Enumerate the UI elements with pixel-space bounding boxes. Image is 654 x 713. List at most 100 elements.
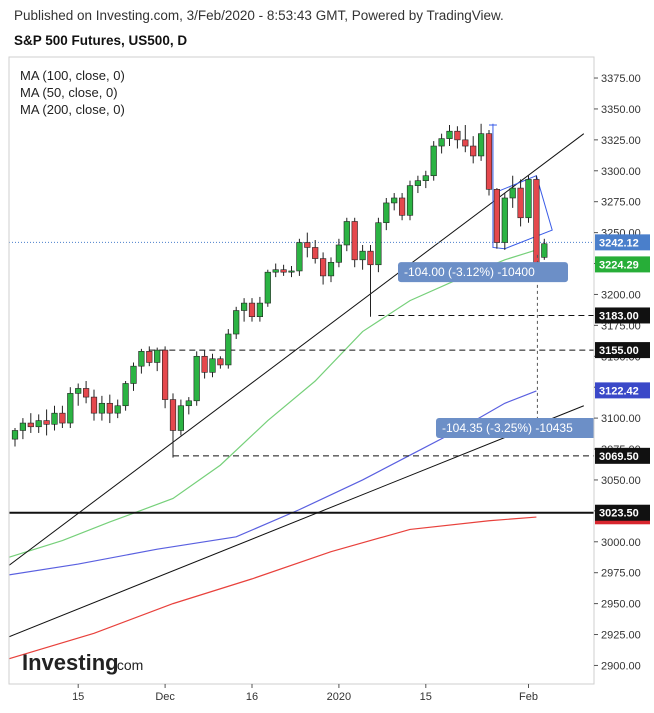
candle-up (288, 270, 295, 273)
price-badge (595, 256, 650, 273)
candle-down (470, 145, 477, 157)
logo-suffix: .com (113, 657, 143, 673)
candle-up (391, 197, 398, 204)
candle-up (122, 383, 129, 407)
y-tick-label: 3325.00 (601, 135, 641, 147)
ma100-line (9, 390, 537, 576)
candle-up (19, 422, 27, 431)
y-tick-label: 3375.00 (601, 73, 641, 85)
candle-up (501, 197, 508, 243)
x-tick-label: 16 (246, 691, 258, 703)
candle-up (177, 405, 185, 431)
candle-up (525, 179, 532, 219)
candle-down (169, 399, 177, 431)
price-badge-label: 3224.29 (599, 259, 639, 271)
x-tick-label: 15 (420, 691, 432, 703)
candle-down (304, 242, 311, 248)
candle-down (533, 179, 540, 268)
x-tick-label: 2020 (327, 691, 351, 703)
candle-down (201, 355, 208, 373)
y-tick-label: 3050.00 (601, 475, 641, 487)
candle-up (35, 420, 42, 428)
measure-annotation-box (436, 418, 594, 439)
trendline-2 (9, 405, 584, 638)
candle-up (241, 302, 248, 311)
trendline-1 (9, 133, 585, 566)
candle-up (138, 351, 145, 367)
x-tick-label: Dec (155, 691, 175, 703)
candle-down (83, 388, 90, 398)
candle-up (51, 412, 58, 425)
candle-up (272, 269, 279, 273)
candle-down (59, 412, 66, 424)
price-badge (595, 447, 650, 464)
candle-up (422, 175, 429, 181)
candle-up (438, 138, 445, 147)
chart-title: S&P 500 Futures, US500, D (14, 33, 188, 48)
candle-down (319, 258, 327, 277)
y-tick-label: 3275.00 (601, 197, 641, 209)
y-tick-label: 2975.00 (601, 568, 641, 580)
candle-down (248, 302, 256, 318)
price-badge (595, 234, 650, 251)
candle-up (98, 402, 105, 414)
candle-up (67, 393, 74, 424)
candle-up (130, 365, 137, 384)
y-tick-label: 3000.00 (601, 537, 641, 549)
candle-up (264, 271, 271, 304)
candle-up (375, 222, 382, 266)
candle-up (477, 133, 485, 157)
plot-frame (8, 56, 595, 685)
price-badge-label: 3242.12 (599, 237, 639, 249)
candle-up (335, 244, 343, 263)
candle-down (146, 351, 153, 363)
candle-up (185, 400, 192, 407)
y-tick-label: 2950.00 (601, 599, 641, 611)
candle-up (154, 349, 161, 363)
chart-legend: MA (100, close, 0) MA (50, close, 0) MA … (20, 68, 125, 117)
candle-down (217, 358, 224, 366)
candle-up (114, 405, 121, 414)
candle-down (90, 396, 98, 414)
logo-wordmark: Investing (22, 650, 119, 675)
price-badge-label: 3183.00 (599, 310, 639, 322)
candle-down (351, 221, 358, 261)
price-badge-label: 3069.50 (599, 451, 639, 463)
measure-annotation-text: -104.00 (-3.12%) -10400 (404, 265, 535, 279)
price-badge-label: 3122.42 (599, 385, 639, 397)
candle-down (27, 422, 34, 428)
y-tick-label: 3350.00 (601, 104, 641, 116)
candle-up (406, 185, 414, 216)
candle-down (485, 133, 493, 190)
candle-up (414, 180, 422, 186)
candle-up (75, 388, 82, 394)
candle-up (256, 302, 264, 318)
candle-up (446, 130, 453, 139)
candle-down (367, 250, 374, 266)
y-tick-label: 3100.00 (601, 413, 641, 425)
y-tick-label: 3200.00 (601, 289, 641, 301)
published-header: Published on Investing.com, 3/Feb/2020 -… (14, 8, 504, 23)
price-badge-label: 3155.00 (599, 345, 639, 357)
candle-up (343, 221, 350, 246)
candle-down (462, 139, 469, 147)
price-badge (595, 382, 650, 399)
y-tick-label: 3300.00 (601, 166, 641, 178)
investing-logo: Investing .com (22, 650, 143, 675)
price-badge-label: 3023.50 (599, 508, 639, 520)
price-badge (595, 342, 650, 359)
x-tick-label: Feb (519, 691, 538, 703)
candle-up (327, 261, 335, 277)
flag-pattern (492, 123, 553, 250)
candle-up (233, 310, 240, 335)
candle-down (43, 420, 50, 425)
legend-ma50: MA (50, close, 0) (20, 85, 118, 100)
candle-down (517, 187, 524, 219)
candle-up (296, 242, 303, 272)
measure-annotation-text: -104.35 (-3.25%) -10435 (442, 421, 573, 435)
candle-down (493, 189, 501, 243)
candle-up (11, 430, 19, 440)
candle-up (383, 202, 390, 224)
x-tick-label: 15 (72, 691, 84, 703)
